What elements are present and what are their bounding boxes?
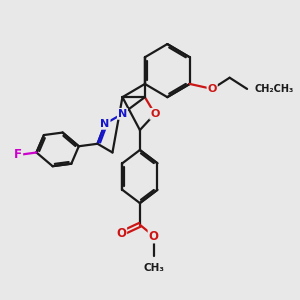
Text: O: O (208, 84, 217, 94)
Text: CH₂CH₃: CH₂CH₃ (255, 84, 294, 94)
Text: N: N (100, 119, 109, 129)
Text: O: O (116, 227, 126, 240)
Text: O: O (148, 230, 159, 242)
Text: O: O (150, 109, 160, 119)
Text: F: F (14, 148, 22, 161)
Text: N: N (118, 109, 127, 119)
Text: CH₃: CH₃ (143, 263, 164, 273)
